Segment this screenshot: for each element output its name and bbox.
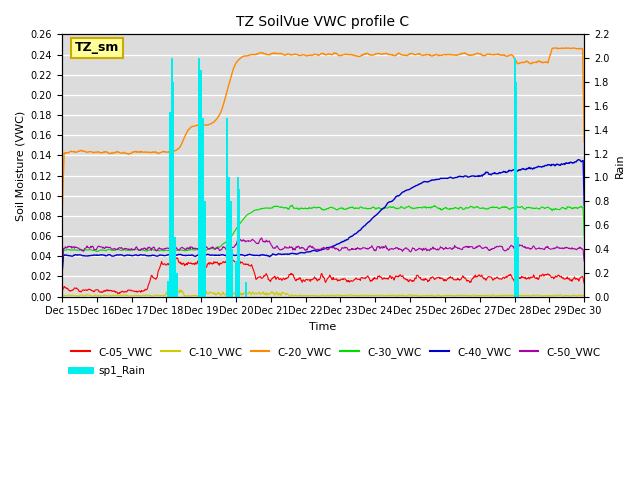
Bar <box>202 118 204 297</box>
Bar <box>515 82 517 297</box>
Y-axis label: Soil Moisture (VWC): Soil Moisture (VWC) <box>15 110 25 221</box>
Title: TZ SoilVue VWC profile C: TZ SoilVue VWC profile C <box>237 15 410 29</box>
Bar <box>169 112 171 297</box>
Y-axis label: Rain: Rain <box>615 153 625 178</box>
Bar <box>230 201 232 297</box>
Bar <box>198 58 200 297</box>
Bar <box>227 118 228 297</box>
Bar <box>237 177 239 297</box>
Bar <box>204 201 205 297</box>
X-axis label: Time: Time <box>309 322 337 332</box>
Bar <box>517 237 519 297</box>
Bar <box>176 273 178 297</box>
Legend: sp1_Rain: sp1_Rain <box>67 361 149 381</box>
Bar <box>232 249 234 297</box>
Bar <box>239 189 241 297</box>
Bar <box>174 237 176 297</box>
Text: TZ_sm: TZ_sm <box>75 41 119 54</box>
Bar <box>200 70 202 297</box>
Bar <box>235 261 237 297</box>
Bar <box>514 58 516 297</box>
Bar <box>246 282 248 297</box>
Bar <box>171 58 173 297</box>
Bar <box>167 281 169 297</box>
Bar <box>228 177 230 297</box>
Bar <box>172 82 174 297</box>
